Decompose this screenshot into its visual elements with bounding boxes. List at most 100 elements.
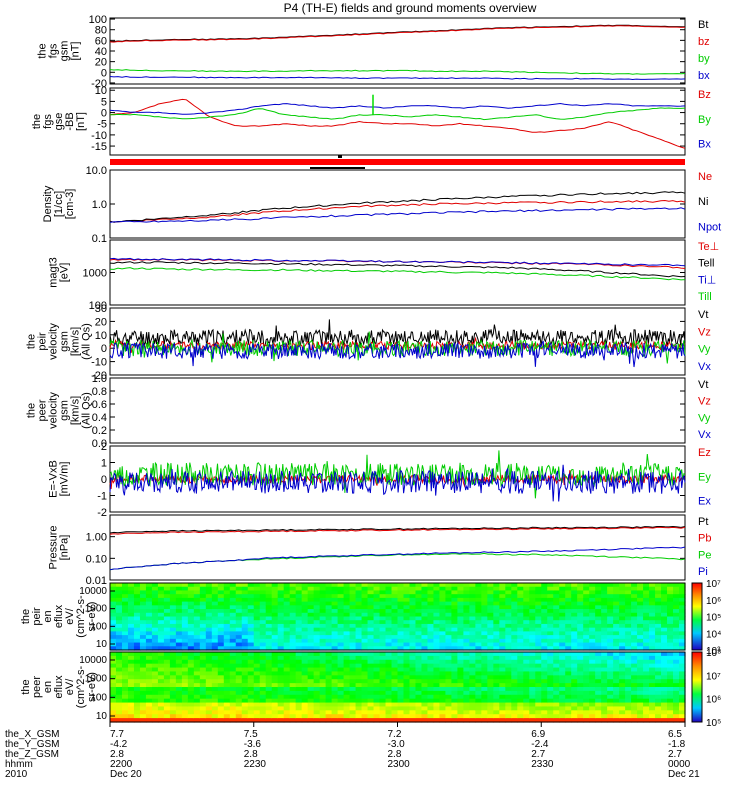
spectrogram-cell [349,683,357,688]
spectrogram-cell [559,597,566,603]
spectrogram-cell [583,590,590,595]
spectrogram-cell [577,594,584,599]
spectrogram-cell [205,706,213,711]
spectrogram-cell [397,675,405,680]
spectrogram-cell [517,620,524,625]
spectrogram-cell [295,627,303,632]
spectrogram-cell [517,594,524,599]
spectrogram-cell [337,590,345,595]
spectrogram-cell [175,652,183,657]
spectrogram-cell [313,663,321,669]
spectrogram-cell [253,612,261,618]
spectrogram-cell [169,659,177,665]
spectrogram-cell [571,586,578,592]
spectrogram-cell [205,663,213,669]
spectrogram-cell [643,631,650,636]
spectrogram-cell [613,714,620,719]
spectrogram-cell [619,609,626,614]
spectrogram-cell [643,714,650,719]
spectrogram-cell [643,687,650,692]
spectrogram-cell [337,675,345,680]
spectrogram-cell [601,690,608,696]
spectrogram-cell [181,594,189,599]
spectrogram-cell [469,698,476,704]
spectrogram-cell [397,659,405,665]
xaxis-row-label: hhmm [5,759,33,770]
spectrogram-cell [121,663,129,669]
spectrogram-cell [127,690,135,696]
spectrogram-cell [481,612,488,618]
spectrogram-cell [169,605,177,610]
spectrogram-cell [151,642,159,647]
spectrogram-cell [613,594,620,599]
spectrogram-cell [469,706,476,711]
spectrogram-cell [439,659,447,665]
spectrogram-cell [283,620,291,625]
spectrogram-cell [187,667,195,673]
spectrogram-cell [373,638,381,644]
spectrogram-cell [367,627,375,632]
spectrogram-cell [433,655,441,661]
spectrogram-cell [145,698,153,704]
spectrogram-cell [601,623,608,629]
ylabel-line: [km/s] [70,396,82,425]
spectrogram-cell [115,679,123,684]
ylabel-line: [eV] [59,263,71,283]
spectrogram-cell [637,706,644,711]
spectrogram-cell [451,642,458,647]
spectrogram-cell [457,631,464,636]
spectrogram-cell [367,601,375,606]
spectrogram-cell [283,601,291,606]
spectrogram-cell [547,687,554,692]
spectrogram-cell [463,609,470,614]
spectrogram-cell [319,706,327,711]
spectrogram-cell [139,623,147,629]
spectrogram-cell [463,605,470,610]
spectrogram-cell [205,609,213,614]
spectrogram-cell [331,616,339,621]
spectrogram-cell [121,635,129,640]
spectrogram-cell [379,718,387,723]
spectrogram-cell [367,652,375,657]
spectrogram-cell [583,671,590,676]
spectrogram-cell [523,706,530,711]
spectrogram-cell [637,675,644,680]
spectrogram-cell [481,616,488,621]
spectrogram-cell [595,710,602,715]
spectrogram-cell [187,655,195,661]
spectrogram-cell [667,646,674,651]
spectrogram-cell [145,646,153,651]
spectrogram-cell [325,690,333,696]
spectrogram-cell [223,710,231,715]
spectrogram-cell [589,601,596,606]
spectrogram-cell [583,583,590,588]
spectrogram-cell [145,627,153,632]
spectrogram-cell [493,690,500,696]
spectrogram-cell [157,635,165,640]
spectrogram-cell [247,667,255,673]
spectrogram-cell [110,638,117,644]
spectrogram-cell [511,601,518,606]
xaxis-row-label: 2010 [5,769,28,780]
spectrogram-cell [577,627,584,632]
spectrogram-cell [289,642,297,647]
spectrogram-cell [667,663,674,669]
xaxis-tick-value: -4.2 [110,739,128,750]
spectrogram-cell [451,706,458,711]
spectrogram-cell [157,694,165,700]
spectrogram-cell [655,627,662,632]
spectrogram-cell [487,646,494,651]
spectrogram-cell [145,605,153,610]
spectrogram-cell [163,702,171,708]
spectrogram-cell [529,642,536,647]
spectrogram-cell [259,675,267,680]
spectrogram-cell [307,627,315,632]
spectrogram-cell [307,620,315,625]
spectrogram-cell [110,675,117,680]
spectrogram-cell [409,698,417,704]
spectrogram-cell [475,675,482,680]
spectrogram-cell [325,605,333,610]
spectrogram-cell [679,652,686,657]
spectrogram-cell [181,627,189,632]
spectrogram-cell [403,675,411,680]
